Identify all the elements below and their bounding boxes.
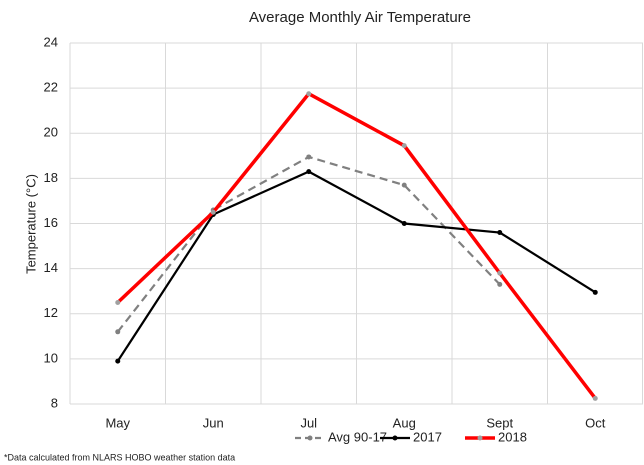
legend-label: 2018 [498, 429, 527, 444]
y-tick-label: 18 [44, 170, 58, 185]
point [306, 154, 312, 160]
point [401, 143, 407, 149]
legend-label: Avg 90-17 [328, 429, 387, 444]
y-tick-label: 10 [44, 350, 58, 365]
x-tick-label: Jul [300, 415, 317, 430]
x-tick-label: Sept [486, 415, 513, 430]
point [306, 169, 312, 175]
point [306, 91, 312, 97]
legend-label: 2017 [413, 429, 442, 444]
y-tick-label: 8 [51, 395, 58, 410]
x-tick-label: Jun [203, 415, 224, 430]
y-axis-label: Temperature (°C) [23, 174, 38, 274]
point [210, 209, 216, 215]
x-tick-label: May [105, 415, 130, 430]
legend-marker [477, 435, 483, 441]
point [497, 270, 503, 276]
point [115, 358, 121, 364]
y-tick-label: 22 [44, 80, 58, 95]
series-line [116, 91, 597, 400]
legend-marker [392, 435, 398, 441]
x-tick-label: Aug [393, 415, 416, 430]
point [401, 221, 407, 226]
y-tick-label: 12 [44, 305, 58, 320]
series-line [116, 155, 501, 333]
y-tick-label: 16 [44, 215, 58, 230]
y-tick-label: 24 [44, 34, 58, 49]
point [401, 182, 407, 188]
y-tick-label: 14 [44, 260, 58, 275]
y-tick-label: 20 [44, 125, 58, 140]
chart-title: Average Monthly Air Temperature [249, 9, 471, 26]
point [115, 329, 121, 335]
x-tick-label: Oct [585, 415, 606, 430]
point [592, 395, 598, 401]
point [497, 281, 503, 287]
series-line [116, 170, 596, 362]
legend-marker [307, 435, 313, 441]
point [592, 289, 598, 295]
footnote: *Data calculated from NLARS HOBO weather… [4, 452, 235, 462]
point [115, 299, 121, 305]
point [497, 230, 503, 236]
